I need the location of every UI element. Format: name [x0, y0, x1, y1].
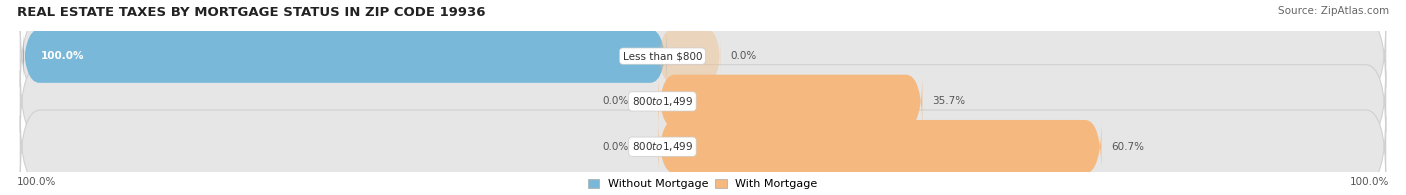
Legend: Without Mortgage, With Mortgage: Without Mortgage, With Mortgage — [588, 179, 818, 190]
Text: 0.0%: 0.0% — [602, 96, 628, 106]
FancyBboxPatch shape — [20, 20, 1386, 93]
Text: 0.0%: 0.0% — [730, 51, 756, 61]
Text: REAL ESTATE TAXES BY MORTGAGE STATUS IN ZIP CODE 19936: REAL ESTATE TAXES BY MORTGAGE STATUS IN … — [17, 6, 485, 19]
FancyBboxPatch shape — [20, 110, 1386, 183]
Text: $800 to $1,499: $800 to $1,499 — [631, 95, 693, 108]
FancyBboxPatch shape — [658, 29, 721, 83]
Text: $800 to $1,499: $800 to $1,499 — [631, 140, 693, 153]
FancyBboxPatch shape — [20, 65, 1386, 138]
Text: 100.0%: 100.0% — [17, 177, 56, 187]
FancyBboxPatch shape — [22, 28, 666, 84]
Text: 60.7%: 60.7% — [1111, 142, 1144, 152]
Text: 100.0%: 100.0% — [41, 51, 84, 61]
Text: Source: ZipAtlas.com: Source: ZipAtlas.com — [1278, 6, 1389, 16]
FancyBboxPatch shape — [658, 74, 922, 129]
Text: 100.0%: 100.0% — [1350, 177, 1389, 187]
FancyBboxPatch shape — [658, 119, 1101, 174]
Text: 0.0%: 0.0% — [602, 142, 628, 152]
Text: Less than $800: Less than $800 — [623, 51, 702, 61]
Text: 35.7%: 35.7% — [932, 96, 965, 106]
